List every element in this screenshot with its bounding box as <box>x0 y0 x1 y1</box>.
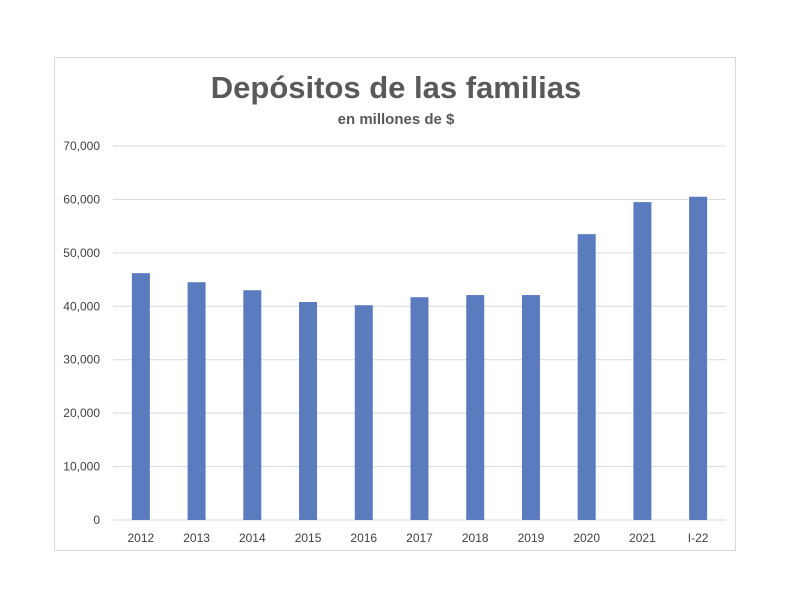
bar <box>521 295 540 520</box>
x-tick-label: 2018 <box>462 531 489 545</box>
y-tick-label: 30,000 <box>63 353 100 367</box>
y-tick-label: 60,000 <box>63 192 100 206</box>
bars <box>131 196 708 520</box>
y-tick-label: 20,000 <box>63 406 100 420</box>
chart-area <box>54 57 736 551</box>
x-tick-label: 2017 <box>406 531 433 545</box>
x-tick-label: 2015 <box>295 531 322 545</box>
y-axis-ticks: 0 10,000 20,000 30,000 40,000 50,000 60,000 70,… <box>63 139 100 527</box>
y-tick-label: 40,000 <box>63 299 100 313</box>
x-tick-label: I-22 <box>688 531 709 545</box>
bar <box>299 302 318 520</box>
x-tick-label: 2014 <box>239 531 266 545</box>
chart-subtitle: en millones de $ <box>337 111 455 128</box>
bar <box>354 305 373 520</box>
x-tick-label: 2021 <box>629 531 656 545</box>
x-tick-label: 2020 <box>573 531 600 545</box>
x-tick-label: 2016 <box>350 531 377 545</box>
y-tick-label: 0 <box>93 513 100 527</box>
bar <box>131 273 150 520</box>
bar <box>243 290 262 520</box>
bar <box>187 282 206 520</box>
bar <box>466 295 485 520</box>
bar <box>410 297 429 520</box>
y-tick-label: 10,000 <box>63 460 100 474</box>
bar <box>689 196 708 520</box>
bar <box>633 202 652 520</box>
y-tick-label: 50,000 <box>63 246 100 260</box>
bar <box>577 234 596 520</box>
x-axis-ticks: 2012 2013 2014 2015 2016 2017 2018 2019 2020 2021… <box>128 531 709 545</box>
x-tick-label: 2019 <box>518 531 545 545</box>
y-tick-label: 70,000 <box>63 139 100 153</box>
chart-title: Depósitos de las familias <box>210 70 582 105</box>
x-tick-label: 2012 <box>128 531 155 545</box>
x-tick-label: 2013 <box>183 531 210 545</box>
